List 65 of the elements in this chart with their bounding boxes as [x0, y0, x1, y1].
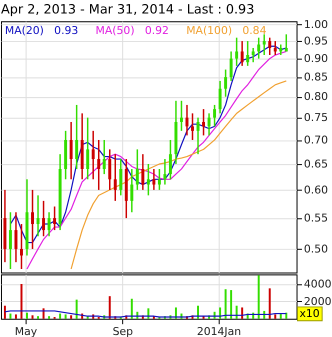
candlestick: [92, 130, 95, 180]
text: x10: [299, 306, 320, 320]
candlestick: [168, 139, 172, 180]
candlestick: [218, 80, 222, 114]
y-tick-label: 0.90: [304, 52, 328, 66]
text: MA(100): [186, 24, 232, 38]
candlestick: [86, 116, 90, 180]
text: MA(20): [4, 24, 44, 38]
annotation: 0.84: [242, 24, 267, 38]
candlestick: [141, 153, 144, 191]
y-tick-label: 1.00: [304, 18, 328, 31]
candlestick: [31, 189, 34, 250]
text: MA(50): [96, 24, 135, 38]
y-tick-label: 4000: [304, 277, 332, 290]
x-tick-label: 2014Jan: [196, 325, 242, 337]
x-tick-label: Sep: [112, 325, 134, 337]
candlestick: [240, 40, 244, 67]
candlestick: [14, 212, 18, 263]
y-tick-label: 0.50: [304, 242, 328, 256]
candlestick: [75, 104, 78, 170]
candlestick: [136, 148, 139, 191]
candlestick: [180, 100, 183, 132]
candlestick: [20, 223, 23, 270]
candlestick: [42, 200, 46, 237]
x-tick-label: May: [14, 325, 38, 337]
candlestick: [119, 158, 122, 196]
candlestick: [70, 121, 73, 180]
candlestick: [53, 206, 56, 231]
candlestick: [8, 212, 12, 270]
candlestick: [97, 139, 100, 191]
candlestick: [186, 104, 188, 136]
candlestick: [213, 104, 216, 128]
candlestick: [284, 34, 288, 52]
candlestick: [202, 108, 206, 136]
candlestick: [208, 112, 211, 136]
candlestick: [163, 158, 166, 186]
candlestick: [230, 50, 233, 82]
candlestick: [257, 36, 260, 60]
y-tick-label: 0.95: [304, 34, 328, 48]
annotation: 0.93: [54, 24, 78, 38]
candlestick: [235, 36, 238, 67]
line-series: [4, 310, 287, 318]
candlestick: [48, 212, 51, 237]
y-tick-label: 0.70: [304, 133, 328, 146]
chart-title: Apr 2, 2013 - Mar 31, 2014 - Last : 0.93: [0, 2, 254, 18]
y-tick-label: 0.60: [304, 183, 328, 196]
y-tick-label: 0.85: [304, 70, 328, 84]
candlestick: [152, 168, 156, 191]
candlestick: [130, 168, 134, 213]
candlestick: [146, 163, 150, 196]
candlestick: [196, 116, 200, 155]
candlestick: [158, 168, 161, 191]
y-tick-label: 0.65: [304, 157, 328, 170]
annotation: 0.92: [144, 24, 169, 38]
y-tick-label: 0.80: [304, 90, 328, 104]
candlestick: [252, 47, 255, 63]
y-tick-label: 2000: [304, 294, 332, 308]
y-tick-label: 0.55: [304, 212, 328, 225]
candlestick: [224, 68, 228, 98]
candlestick: [36, 194, 40, 237]
line-series: [70, 80, 287, 270]
candlestick: [246, 40, 250, 67]
candlestick: [262, 34, 266, 56]
y-tick-label: 0.75: [304, 111, 328, 124]
candlestick: [191, 112, 194, 141]
